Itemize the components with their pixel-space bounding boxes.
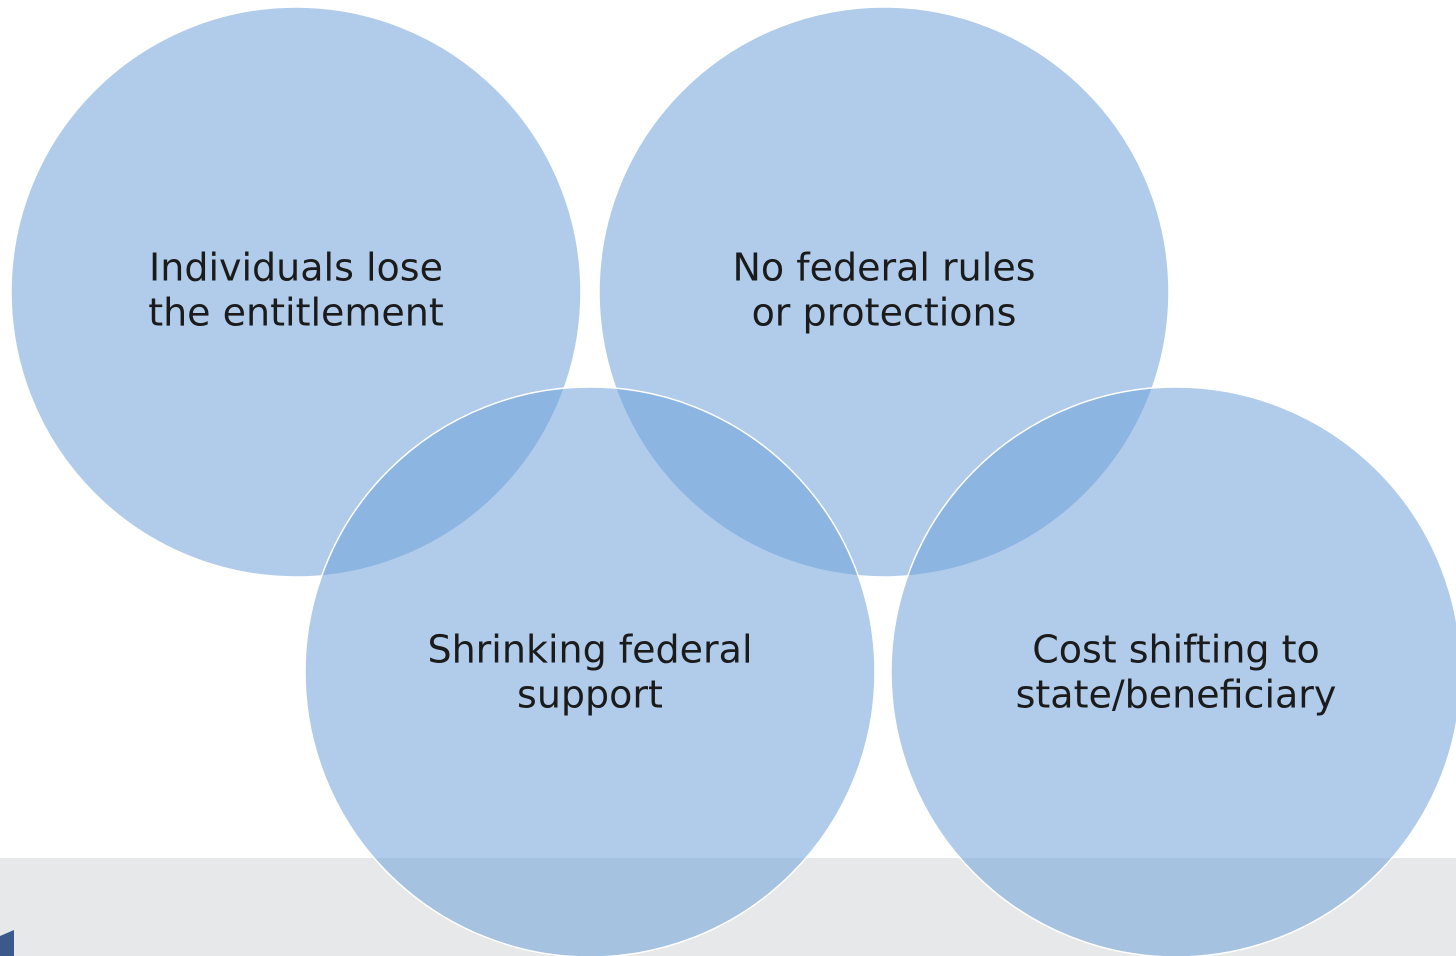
- circles: [10, 6, 1456, 956]
- node-label: state/beneficiary: [1016, 673, 1337, 717]
- circle: [890, 386, 1456, 956]
- node-label: Shrinking federal: [427, 628, 752, 672]
- node-label: Individuals lose: [149, 246, 443, 290]
- node-label: No federal rules: [733, 246, 1036, 290]
- node-label: the entitlement: [148, 291, 444, 335]
- circle: [304, 386, 876, 956]
- node-label: support: [517, 673, 663, 717]
- labels: Individuals lose the entitlement No fede…: [148, 246, 1336, 717]
- node-label: or protections: [752, 291, 1017, 335]
- node-label: Cost shifting to: [1032, 628, 1320, 672]
- logo-fragment: [0, 930, 14, 956]
